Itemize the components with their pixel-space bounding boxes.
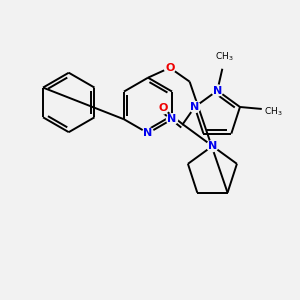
Circle shape [167,114,178,125]
Text: CH$_3$: CH$_3$ [264,106,282,118]
Text: CH$_3$: CH$_3$ [215,50,234,63]
Circle shape [207,140,218,152]
Circle shape [142,128,154,139]
Text: N: N [167,114,177,124]
Text: N: N [213,85,222,96]
Text: O: O [165,63,175,73]
Circle shape [189,101,200,112]
Circle shape [157,103,168,114]
Text: N: N [190,102,200,112]
Text: N: N [143,128,153,138]
Text: O: O [158,103,168,113]
Circle shape [164,62,175,73]
Text: N: N [208,141,217,151]
Circle shape [212,85,223,96]
